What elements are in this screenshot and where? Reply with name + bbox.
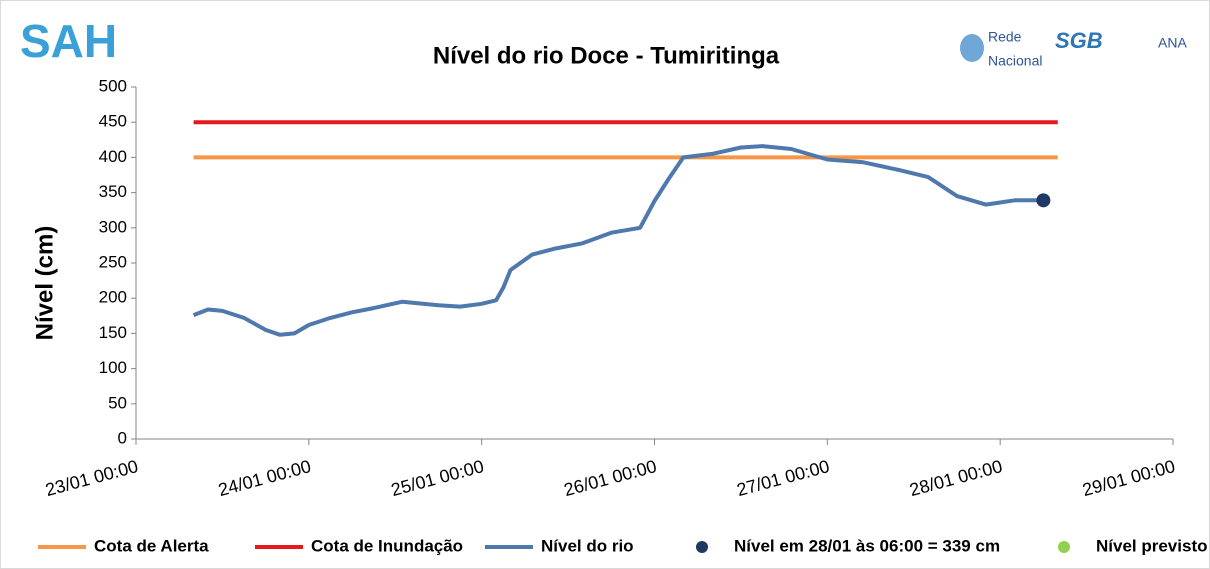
y-tick-label: 400	[99, 147, 127, 166]
legend-label: Nível em 28/01 às 06:00 = 339 cm	[734, 536, 1000, 555]
logo-sah: SAH	[20, 15, 117, 67]
y-tick-label: 300	[99, 217, 127, 236]
y-axis-label: Nível (cm)	[31, 226, 58, 341]
y-tick-label: 0	[118, 428, 127, 447]
legend-label: Nível do rio	[541, 536, 634, 555]
y-tick-label: 350	[99, 182, 127, 201]
y-tick-label: 250	[99, 252, 127, 271]
legend-label: Cota de Alerta	[94, 536, 209, 555]
series-line	[192, 144, 1044, 337]
logo-ana: ANA	[1158, 35, 1187, 51]
y-tick-label: 100	[99, 358, 127, 377]
logo-rede: Rede	[988, 29, 1022, 45]
y-tick-label: 500	[99, 76, 127, 95]
y-tick-label: 150	[99, 323, 127, 342]
legend-label: Cota de Inundação	[311, 536, 463, 555]
y-tick-label: 450	[99, 112, 127, 131]
y-tick-label: 50	[108, 393, 127, 412]
logo-rede: Nacional	[988, 53, 1042, 69]
series-point	[1036, 193, 1051, 208]
logo-sgb: SGB	[1055, 28, 1103, 53]
chart-title: Nível do rio Doce - Tumiritinga	[433, 42, 780, 69]
legend-label: Nível previsto	[1096, 536, 1208, 555]
y-tick-label: 200	[99, 288, 127, 307]
logo-icon	[960, 34, 984, 62]
legend-swatch	[696, 541, 708, 553]
legend-swatch	[1058, 541, 1070, 553]
